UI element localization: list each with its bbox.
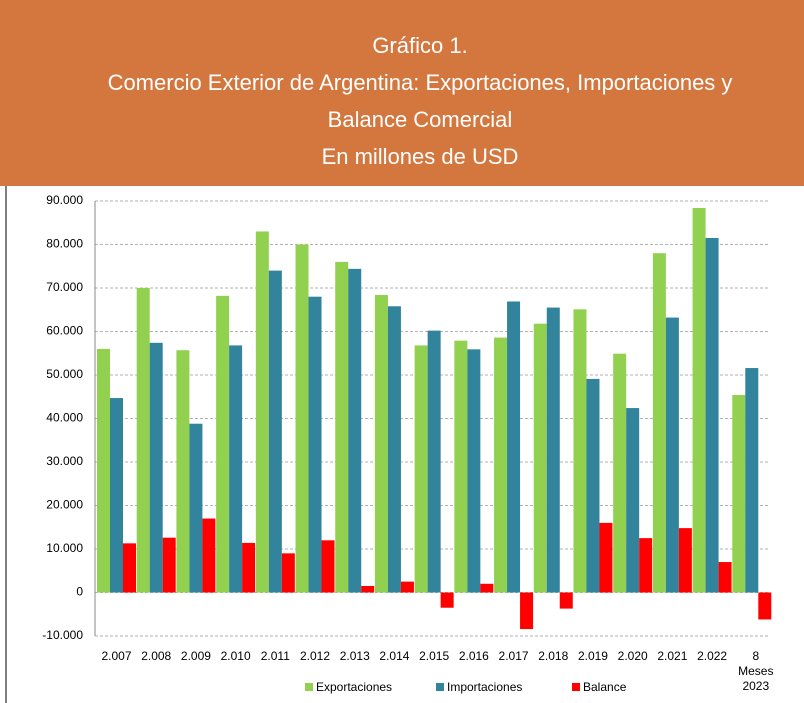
x-tick-label: 2.020 <box>618 649 648 663</box>
bar <box>639 538 653 593</box>
x-tick-label: 2.018 <box>538 649 568 663</box>
x-tick-label: 2.017 <box>499 649 529 663</box>
bar <box>110 398 123 593</box>
bar <box>467 349 481 593</box>
bar <box>573 309 587 593</box>
y-tick-label: 30.000 <box>46 454 83 468</box>
x-tick-label: 2.016 <box>459 649 489 663</box>
y-tick-label: 50.000 <box>46 367 83 381</box>
y-tick-label: 0 <box>76 585 83 599</box>
bar <box>361 585 375 593</box>
y-tick-label: -10.000 <box>42 628 83 642</box>
bar <box>718 562 732 593</box>
bar <box>281 553 295 593</box>
bar <box>387 306 401 593</box>
bar <box>613 353 627 593</box>
y-tick-label: 60.000 <box>46 324 83 338</box>
y-tick-label: 90.000 <box>46 193 83 207</box>
bar <box>136 288 150 593</box>
bar <box>202 518 216 593</box>
x-tick-label: 2.007 <box>101 649 131 663</box>
legend-swatch <box>572 683 580 691</box>
x-tick-label: 8 <box>752 649 759 663</box>
bar <box>229 345 243 593</box>
bar <box>216 295 230 593</box>
x-tick-label: 2.021 <box>657 649 687 663</box>
x-tick-label: 2.011 <box>261 649 290 663</box>
title-banner <box>0 0 804 186</box>
bar <box>440 592 454 608</box>
bar <box>692 207 706 593</box>
legend-label: Exportaciones <box>316 680 392 694</box>
bar <box>520 592 534 630</box>
bar <box>454 340 468 593</box>
bar <box>295 244 309 593</box>
x-tick-label: 2.008 <box>141 649 171 663</box>
bar <box>533 323 547 593</box>
y-tick-label: 20.000 <box>46 498 83 512</box>
x-tick-label: 2.013 <box>340 649 370 663</box>
bar <box>758 592 772 620</box>
bar <box>599 522 613 593</box>
x-tick-label: 2.019 <box>578 649 608 663</box>
x-tick-label: 2.010 <box>221 649 251 663</box>
x-tick-label: Meses <box>738 664 773 678</box>
bar <box>123 543 136 593</box>
bar <box>626 408 640 593</box>
bar <box>255 231 269 593</box>
x-tick-label: 2.012 <box>300 649 330 663</box>
x-tick-label: 2.015 <box>419 649 449 663</box>
y-tick-label: 10.000 <box>46 541 83 555</box>
bar <box>732 395 746 593</box>
bar <box>678 528 692 593</box>
bar <box>586 378 600 593</box>
chart-title: Comercio Exterior de Argentina: Exportac… <box>108 70 733 95</box>
bar <box>507 301 521 593</box>
bar <box>665 317 679 593</box>
bar <box>705 237 719 593</box>
bar <box>374 294 388 593</box>
bar <box>427 330 441 593</box>
legend-label: Balance <box>583 680 627 694</box>
bar <box>189 423 203 593</box>
legend-swatch <box>305 683 313 691</box>
bar <box>268 270 282 593</box>
y-tick-label: 80.000 <box>46 237 83 251</box>
x-tick-label: 2.014 <box>379 649 409 663</box>
chart-subtitle: En millones de USD <box>322 144 519 169</box>
chart-title: Gráfico 1. <box>372 33 467 58</box>
bar <box>546 307 560 593</box>
bar <box>414 345 428 593</box>
bar <box>480 583 494 593</box>
bar <box>321 540 335 593</box>
bar <box>652 253 666 593</box>
bar <box>176 350 190 593</box>
bar <box>400 581 414 593</box>
bar <box>149 342 163 593</box>
bar <box>494 337 508 593</box>
bar <box>335 261 349 593</box>
x-tick-label: 2.022 <box>697 649 727 663</box>
bar <box>559 592 573 609</box>
x-tick-label: 2023 <box>742 679 769 693</box>
bar <box>745 368 759 593</box>
bar <box>162 537 176 593</box>
legend-label: Importaciones <box>447 680 522 694</box>
chart-title: Balance Comercial <box>328 107 513 132</box>
bar <box>348 268 362 593</box>
bar <box>242 542 256 593</box>
y-tick-label: 70.000 <box>46 280 83 294</box>
bar <box>97 348 110 593</box>
legend-swatch <box>436 683 444 691</box>
bar <box>308 296 322 593</box>
y-tick-label: 40.000 <box>46 411 83 425</box>
x-tick-label: 2.009 <box>181 649 211 663</box>
